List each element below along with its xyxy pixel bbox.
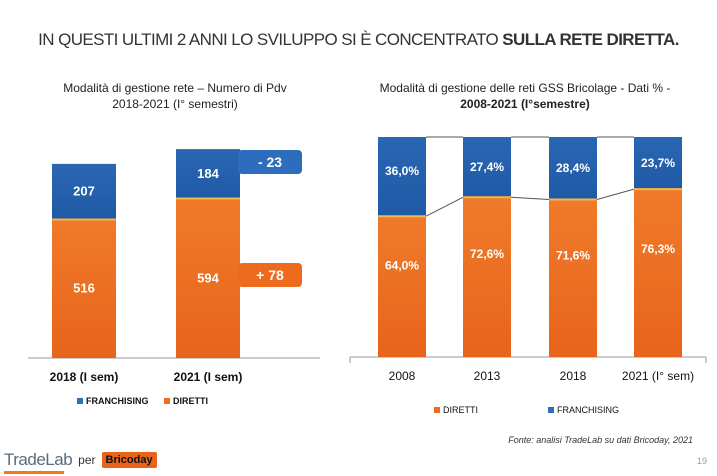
chart2-x-tick-label: 2013 (474, 369, 501, 383)
chart2-bar-diretti (463, 197, 511, 357)
chart1-title-line1: Modalità di gestione rete – Numero di Pd… (63, 81, 287, 95)
chart2-data-label-diretti: 64,0% (385, 259, 419, 273)
chart2-bar-diretti (549, 199, 597, 357)
chart1-bar-diretti (52, 219, 116, 358)
chart2-data-label-diretti: 71,6% (556, 248, 590, 262)
bricoday-logo-b: day (133, 454, 153, 466)
footer-logos: TradeLab per Bricoday (4, 450, 157, 474)
chart1-data-label-diretti: 594 (197, 270, 219, 285)
chart1-legend-swatch-diretti (164, 398, 170, 404)
chart2-data-label-franchising: 27,4% (470, 160, 504, 174)
chart1-callout-diretti (238, 263, 302, 287)
chart2-connector-divider (510, 196, 550, 200)
chart2-legend-label-diretti: DIRETTI (443, 405, 478, 415)
chart1-data-label-franchising: 184 (197, 166, 219, 181)
chart1-bar-franchising (52, 163, 116, 220)
chart1-callout-diretti-text: + 78 (256, 267, 284, 283)
chart2-data-label-diretti: 72,6% (470, 247, 504, 261)
chart2-legend-swatch-franchising (548, 407, 554, 413)
chart2-data-label-diretti: 76,3% (641, 242, 675, 256)
chart1-bar-diretti (176, 198, 240, 358)
page-title: IN QUESTI ULTIMI 2 ANNI LO SVILUPPO SI È… (38, 30, 679, 49)
tradelab-logo: TradeLab (4, 450, 73, 474)
bricoday-logo: Bricoday (101, 452, 157, 468)
bricoday-logo-a: Brico (105, 454, 134, 466)
chart2-x-tick-label: 2008 (389, 369, 416, 383)
tradelab-logo-text: TradeLab (4, 450, 73, 469)
source-note: Fonte: analisi TradeLab su dati Bricoday… (508, 435, 693, 445)
chart2-data-label-franchising: 28,4% (556, 161, 590, 175)
page-number: 19 (696, 456, 707, 466)
chart2-bar-franchising (463, 137, 511, 198)
chart1-callout-franchising-text: - 23 (258, 154, 282, 170)
chart2-title-line1: Modalità di gestione delle reti GSS Bric… (379, 81, 671, 95)
chart2-x-tick-label: 2018 (560, 369, 587, 383)
chart1-callout-franchising (238, 150, 302, 174)
chart2-legend-swatch-diretti (434, 407, 440, 413)
chart1-legend-swatch-franchising (77, 398, 83, 404)
chart2-bar-franchising (378, 137, 426, 217)
chart2-bar-diretti (378, 216, 426, 357)
chart2-data-label-franchising: 36,0% (385, 164, 419, 178)
chart2-legend-label-franchising: FRANCHISING (557, 405, 619, 415)
chart1-x-tick-label: 2021 (I sem) (174, 370, 243, 384)
chart2-title-line2: 2008-2021 (I°semestre) (460, 97, 590, 111)
chart2-connector-divider (596, 188, 635, 200)
chart1-x-tick-label: 2018 (I sem) (50, 370, 119, 384)
chart1-bar-franchising (176, 149, 240, 199)
chart2-data-label-franchising: 23,7% (641, 156, 675, 170)
chart2-connector-divider (425, 196, 464, 217)
chart1-data-label-diretti: 516 (73, 281, 95, 296)
chart2-bar-diretti (634, 189, 682, 357)
chart1-title-line2: 2018-2021 (I° semestri) (112, 97, 238, 111)
chart1-data-label-franchising: 207 (73, 184, 95, 199)
chart1-title: Modalità di gestione rete – Numero di Pd… (20, 80, 330, 112)
tradelab-logo-underline (4, 471, 64, 474)
chart2-bar-franchising (634, 137, 682, 190)
chart1-legend-label-franchising: FRANCHISING (86, 396, 149, 406)
footer-per: per (78, 453, 96, 467)
chart2-x-tick-label: 2021 (I° sem) (622, 369, 694, 383)
chart2-title: Modalità di gestione delle reti GSS Bric… (345, 80, 705, 112)
chart2-bar-franchising (549, 137, 597, 200)
chart1-legend-label-diretti: DIRETTI (173, 396, 208, 406)
